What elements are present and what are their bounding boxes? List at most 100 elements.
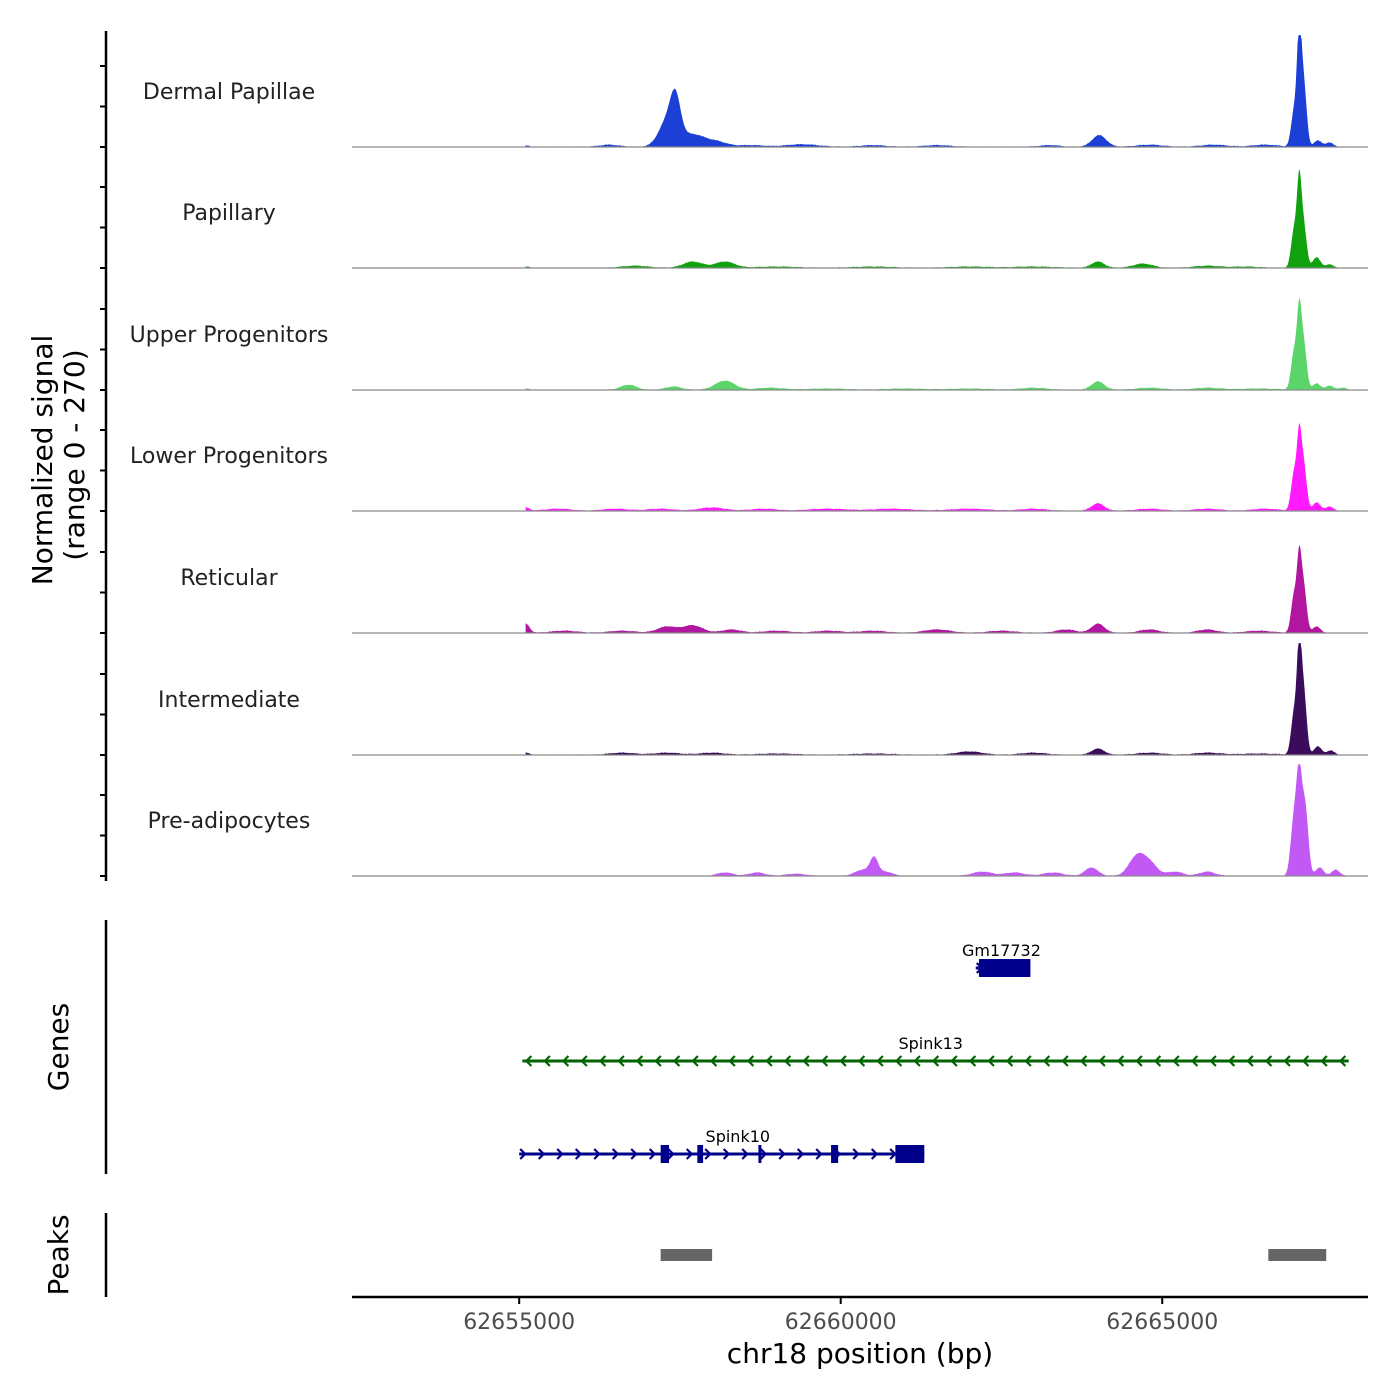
strand-arrow xyxy=(580,1055,588,1067)
strand-arrow xyxy=(519,1148,527,1160)
strand-arrow xyxy=(746,1055,755,1067)
signal-area xyxy=(525,169,1349,268)
strand-arrow xyxy=(802,1055,810,1067)
strand-arrow xyxy=(1116,1055,1125,1067)
strand-arrow xyxy=(685,1148,694,1160)
exon xyxy=(831,1145,839,1163)
strand-arrow xyxy=(796,1148,805,1160)
strand-arrow xyxy=(543,1055,551,1067)
peak-region xyxy=(660,1249,713,1261)
genes-panel-title: Genes xyxy=(42,1003,75,1091)
strand-arrow xyxy=(1005,1055,1014,1067)
strand-arrow xyxy=(783,1055,792,1067)
strand-arrow xyxy=(635,1055,644,1067)
strand-arrow xyxy=(778,1148,786,1160)
signal-area xyxy=(525,643,1349,755)
strand-arrow xyxy=(741,1148,749,1160)
strand-arrow xyxy=(815,1148,823,1160)
strand-arrow xyxy=(870,1148,879,1160)
signal-area xyxy=(525,544,1349,633)
signal-area xyxy=(525,764,1349,876)
strand-arrow xyxy=(1190,1055,1199,1067)
strand-arrow xyxy=(820,1055,829,1067)
track-label: Intermediate xyxy=(158,688,300,713)
track-label: Reticular xyxy=(180,566,278,591)
strand-arrow xyxy=(759,1148,768,1160)
x-axis: 62655000 62660000 62665000 xyxy=(352,1295,1368,1335)
strand-arrow xyxy=(574,1148,583,1160)
strand-arrow xyxy=(524,1055,533,1067)
track-reticular: Reticular xyxy=(100,544,1368,634)
strand-arrow xyxy=(894,1055,903,1067)
track-pre-adipocytes: Pre-adipocytes xyxy=(100,764,1368,877)
coverage-tracks: Dermal Papillae Papillary Upper Progenitor… xyxy=(100,31,1368,881)
track-label: Dermal Papillae xyxy=(143,80,315,105)
track-label: Upper Progenitors xyxy=(130,323,329,348)
y-axis-title-line1: Normalized signal xyxy=(26,335,59,586)
strand-arrow xyxy=(1172,1055,1180,1067)
track-papillary: Papillary xyxy=(100,169,1368,269)
strand-arrow xyxy=(630,1148,638,1160)
track-intermediate: Intermediate xyxy=(100,643,1368,756)
x-tick-label: 62660000 xyxy=(785,1310,897,1335)
strand-arrow xyxy=(950,1055,958,1067)
strand-arrow xyxy=(691,1055,699,1067)
track-label: Pre-adipocytes xyxy=(148,809,311,834)
x-tick-label: 62665000 xyxy=(1106,1310,1218,1335)
strand-arrow xyxy=(556,1148,564,1160)
x-axis-title: chr18 position (bp) xyxy=(727,1337,993,1370)
strand-arrow xyxy=(1264,1055,1273,1067)
strand-arrow xyxy=(1227,1055,1236,1067)
strand-arrow xyxy=(987,1055,995,1067)
strand-arrow xyxy=(852,1148,860,1160)
track-label: Lower Progenitors xyxy=(130,444,328,469)
gene-gm17732: Gm17732 xyxy=(962,941,1041,977)
strand-arrow xyxy=(593,1148,601,1160)
strand-arrow xyxy=(1061,1055,1069,1067)
track-dermal-papillae: Dermal Papillae xyxy=(100,35,1368,148)
strand-arrow xyxy=(913,1055,921,1067)
strand-arrow xyxy=(857,1055,866,1067)
strand-arrow xyxy=(704,1148,712,1160)
x-tick-label: 62655000 xyxy=(463,1310,575,1335)
exon xyxy=(660,1145,670,1163)
gene-label: Gm17732 xyxy=(962,941,1041,960)
gene-label: Spink10 xyxy=(706,1127,771,1146)
genes-panel: Gm17732 Spink13 Spink10 xyxy=(104,920,1349,1174)
strand-arrow xyxy=(931,1055,940,1067)
strand-arrow xyxy=(839,1055,847,1067)
exon xyxy=(895,1145,925,1163)
strand-arrow xyxy=(672,1055,681,1067)
strand-arrow xyxy=(765,1055,773,1067)
strand-arrow xyxy=(561,1055,570,1067)
strand-arrow xyxy=(617,1055,625,1067)
strand-arrow xyxy=(1079,1055,1088,1067)
strand-arrow xyxy=(1024,1055,1032,1067)
strand-arrow xyxy=(709,1055,718,1067)
strand-arrow xyxy=(1283,1055,1291,1067)
exon xyxy=(758,1145,762,1163)
strand-arrow xyxy=(1338,1055,1347,1067)
strand-arrow xyxy=(1153,1055,1162,1067)
peak-region xyxy=(1268,1249,1327,1261)
gene-label: Spink13 xyxy=(898,1034,963,1053)
strand-arrow xyxy=(1209,1055,1217,1067)
strand-arrow xyxy=(722,1148,731,1160)
strand-arrow xyxy=(1042,1055,1051,1067)
y-axis-title-line2: (range 0 - 270) xyxy=(58,349,91,560)
strand-arrow xyxy=(648,1148,657,1160)
gene-spink13: Spink13 xyxy=(522,1034,1349,1067)
signal-area xyxy=(525,297,1349,390)
strand-arrow xyxy=(611,1148,620,1160)
strand-arrow xyxy=(1135,1055,1143,1067)
strand-arrow xyxy=(968,1055,977,1067)
signal-area xyxy=(525,35,1349,147)
strand-arrow xyxy=(728,1055,736,1067)
strand-arrow xyxy=(1246,1055,1254,1067)
strand-arrow xyxy=(889,1148,897,1160)
strand-arrow xyxy=(1301,1055,1310,1067)
gene-spink10: Spink10 xyxy=(519,1127,925,1163)
strand-arrow xyxy=(667,1148,675,1160)
signal-area xyxy=(525,422,1349,511)
